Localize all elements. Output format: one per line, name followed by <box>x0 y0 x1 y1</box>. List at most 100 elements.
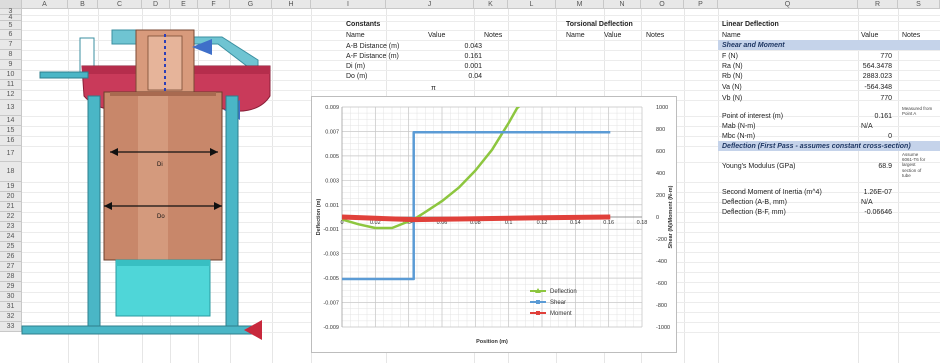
torsional-header-value[interactable]: Value <box>604 32 622 39</box>
linear-header-value[interactable]: Value <box>861 32 879 39</box>
column-header-j[interactable]: J <box>386 0 474 9</box>
row-header-22[interactable]: 22 <box>0 212 22 222</box>
row-header-18[interactable]: 18 <box>0 162 22 182</box>
deflection-heading[interactable]: Deflection (First Pass - assumes constan… <box>722 143 911 150</box>
select-all-corner[interactable] <box>0 0 22 9</box>
row-header-23[interactable]: 23 <box>0 222 22 232</box>
torsional-header-notes[interactable]: Notes <box>646 32 665 39</box>
linear-name[interactable]: F (N) <box>722 53 738 60</box>
moi-name[interactable]: Second Moment of Inertia (m^4) <box>722 189 822 196</box>
mbc-value[interactable]: 0 <box>888 133 892 140</box>
constant-name[interactable]: A-F Distance (m) <box>346 53 399 60</box>
column-header-c[interactable]: C <box>98 0 142 9</box>
column-header-b[interactable]: B <box>68 0 98 9</box>
row-header-15[interactable]: 15 <box>0 126 22 136</box>
constants-header-notes[interactable]: Notes <box>484 32 503 39</box>
row-header-10[interactable]: 10 <box>0 70 22 80</box>
row-header-31[interactable]: 31 <box>0 302 22 312</box>
constants-title[interactable]: Constants <box>346 21 381 28</box>
column-header-a[interactable]: A <box>22 0 68 9</box>
row-header-12[interactable]: 12 <box>0 90 22 100</box>
row-header-16[interactable]: 16 <box>0 136 22 146</box>
row-header-26[interactable]: 26 <box>0 252 22 262</box>
poi-name[interactable]: Point of interest (m) <box>722 113 784 120</box>
row-header-3[interactable]: 3 <box>0 8 22 15</box>
row-header-20[interactable]: 20 <box>0 192 22 202</box>
linear-value[interactable]: -564.348 <box>864 84 892 91</box>
constant-name[interactable]: A-B Distance (m) <box>346 43 400 50</box>
column-header-h[interactable]: H <box>272 0 311 9</box>
row-header-29[interactable]: 29 <box>0 282 22 292</box>
linear-header-notes[interactable]: Notes <box>902 32 921 39</box>
linear-name[interactable]: Va (N) <box>722 84 742 91</box>
poi-value[interactable]: 0.161 <box>874 113 892 120</box>
row-header-21[interactable]: 21 <box>0 202 22 212</box>
mbc-name[interactable]: Mbc (N-m) <box>722 133 756 140</box>
row-header-5[interactable]: 5 <box>0 21 22 30</box>
linear-title[interactable]: Linear Deflection <box>722 21 779 28</box>
column-header-d[interactable]: D <box>142 0 170 9</box>
column-header-s[interactable]: S <box>898 0 940 9</box>
row-header-14[interactable]: 14 <box>0 116 22 126</box>
column-header-e[interactable]: E <box>170 0 198 9</box>
row-header-25[interactable]: 25 <box>0 242 22 252</box>
row-header-19[interactable]: 19 <box>0 182 22 192</box>
poi-note[interactable]: Measured from Point A <box>902 106 933 117</box>
torsional-title[interactable]: Torsional Deflection <box>566 21 633 28</box>
row-header-6[interactable]: 6 <box>0 30 22 40</box>
linear-value[interactable]: 770 <box>880 53 892 60</box>
row-header-33[interactable]: 33 <box>0 322 22 332</box>
constant-value[interactable]: 0.161 <box>464 53 482 60</box>
defl-bf-value[interactable]: -0.06646 <box>864 209 892 216</box>
moi-value[interactable]: 1.26E-07 <box>863 189 892 196</box>
shear-moment-heading[interactable]: Shear and Moment <box>722 42 785 49</box>
column-header-n[interactable]: N <box>604 0 641 9</box>
row-header-17[interactable]: 17 <box>0 146 22 162</box>
row-header-11[interactable]: 11 <box>0 80 22 90</box>
mab-value[interactable]: N/A <box>861 123 873 130</box>
row-header-28[interactable]: 28 <box>0 272 22 282</box>
defl-ab-value[interactable]: N/A <box>861 199 873 206</box>
defl-bf-name[interactable]: Deflection (B-F, mm) <box>722 209 786 216</box>
column-header-l[interactable]: L <box>508 0 556 9</box>
youngs-value[interactable]: 68.9 <box>878 163 892 170</box>
constant-value[interactable]: 0.001 <box>464 63 482 70</box>
row-header-27[interactable]: 27 <box>0 262 22 272</box>
column-header-f[interactable]: F <box>198 0 230 9</box>
linear-value[interactable]: 2883.023 <box>862 73 892 80</box>
row-header-7[interactable]: 7 <box>0 40 22 50</box>
column-header-o[interactable]: O <box>641 0 684 9</box>
linear-value[interactable]: 564.3478 <box>862 63 892 70</box>
linear-name[interactable]: Vb (N) <box>722 95 743 102</box>
youngs-note[interactable]: Assume 6061-T6 for largest section of tu… <box>902 152 926 178</box>
column-header-m[interactable]: M <box>556 0 604 9</box>
column-header-i[interactable]: I <box>311 0 386 9</box>
deflection-chart[interactable]: 0.009 0.007 0.005 0.003 0.001 -0.001 -0.003 -0.… <box>311 96 677 353</box>
defl-ab-name[interactable]: Deflection (A-B, mm) <box>722 199 787 206</box>
row-header-24[interactable]: 24 <box>0 232 22 242</box>
column-header-p[interactable]: P <box>684 0 718 9</box>
constant-name[interactable]: Do (m) <box>346 73 368 80</box>
constant-value[interactable]: 0.043 <box>464 43 482 50</box>
row-header-9[interactable]: 9 <box>0 60 22 70</box>
youngs-name[interactable]: Young's Modulus (GPa) <box>722 163 796 170</box>
row-header-4[interactable]: 4 <box>0 14 22 21</box>
linear-name[interactable]: Ra (N) <box>722 63 743 70</box>
row-header-32[interactable]: 32 <box>0 312 22 322</box>
row-header-30[interactable]: 30 <box>0 292 22 302</box>
linear-value[interactable]: 770 <box>880 95 892 102</box>
constants-header-value[interactable]: Value <box>428 32 446 39</box>
constants-header-name[interactable]: Name <box>346 32 365 39</box>
linear-name[interactable]: Rb (N) <box>722 73 743 80</box>
torsional-header-name[interactable]: Name <box>566 32 585 39</box>
row-header-8[interactable]: 8 <box>0 50 22 60</box>
linear-header-name[interactable]: Name <box>722 32 741 39</box>
constant-name[interactable]: Di (m) <box>346 63 366 70</box>
row-header-13[interactable]: 13 <box>0 100 22 116</box>
column-header-g[interactable]: G <box>230 0 272 9</box>
pi-cell[interactable]: π <box>431 85 436 92</box>
column-header-r[interactable]: R <box>858 0 898 9</box>
constant-value[interactable]: 0.04 <box>468 73 482 80</box>
column-header-k[interactable]: K <box>474 0 508 9</box>
mab-name[interactable]: Mab (N-m) <box>722 123 756 130</box>
